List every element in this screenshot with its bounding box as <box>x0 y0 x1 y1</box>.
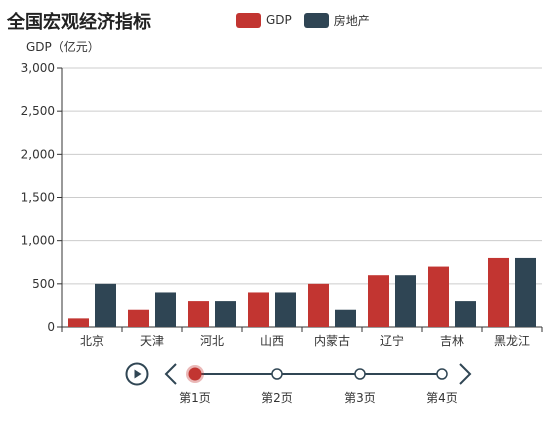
bar-realestate <box>275 292 296 327</box>
timeline-label[interactable]: 第4页 <box>426 391 458 405</box>
chevron-right-icon <box>459 363 472 385</box>
x-tick-label: 天津 <box>140 334 164 348</box>
play-button[interactable] <box>125 362 149 386</box>
y-tick-label: 2,500 <box>21 104 55 118</box>
x-tick-label: 黑龙江 <box>494 334 530 348</box>
bar-realestate <box>215 301 236 327</box>
legend-label-realestate: 房地产 <box>333 13 370 28</box>
y-tick-label: 2,000 <box>21 147 55 161</box>
bar-realestate <box>455 301 476 327</box>
x-tick-label: 内蒙古 <box>314 333 350 348</box>
bar-realestate <box>95 283 116 327</box>
y-tick-label: 1,500 <box>21 191 55 205</box>
timeline-next-button[interactable] <box>456 362 474 386</box>
legend-item-gdp[interactable]: GDP <box>236 12 292 28</box>
x-tick-label: 山西 <box>260 334 284 348</box>
bar-gdp <box>68 318 89 327</box>
bar-gdp <box>488 257 509 327</box>
play-icon <box>125 362 149 386</box>
bar-gdp <box>188 301 209 327</box>
y-tick-label: 500 <box>32 277 55 291</box>
page-title: 全国宏观经济指标 <box>7 12 151 33</box>
y-tick-label: 3,000 <box>21 61 55 75</box>
legend-swatch-gdp <box>236 12 261 28</box>
bar-realestate <box>335 309 356 327</box>
x-tick-label: 北京 <box>80 334 104 348</box>
legend-item-realestate[interactable]: 房地产 <box>303 12 370 29</box>
bar-realestate <box>155 292 176 327</box>
timeline-prev-button[interactable] <box>162 362 180 386</box>
x-tick-label: 河北 <box>200 334 224 348</box>
y-tick-label: 0 <box>47 320 55 334</box>
bar-gdp <box>368 275 389 327</box>
x-tick-label: 吉林 <box>440 334 464 348</box>
y-tick-label: 1,000 <box>21 234 55 248</box>
bar-gdp <box>248 292 269 327</box>
chart-legend: GDP 房地产 <box>236 11 382 29</box>
bar-realestate <box>515 257 536 327</box>
chevron-left-icon <box>164 363 177 385</box>
bar-gdp <box>308 283 329 327</box>
y-axis-label: GDP（亿元） <box>26 40 100 54</box>
timeline-label[interactable]: 第3页 <box>344 391 376 405</box>
timeline-label[interactable]: 第1页 <box>179 391 211 405</box>
bar-gdp <box>128 309 149 327</box>
legend-label-gdp: GDP <box>266 13 292 27</box>
bar-realestate <box>395 275 416 327</box>
bar-gdp <box>428 266 449 327</box>
timeline-label[interactable]: 第2页 <box>261 391 293 405</box>
legend-swatch-realestate <box>303 12 329 28</box>
x-tick-label: 辽宁 <box>380 333 404 348</box>
